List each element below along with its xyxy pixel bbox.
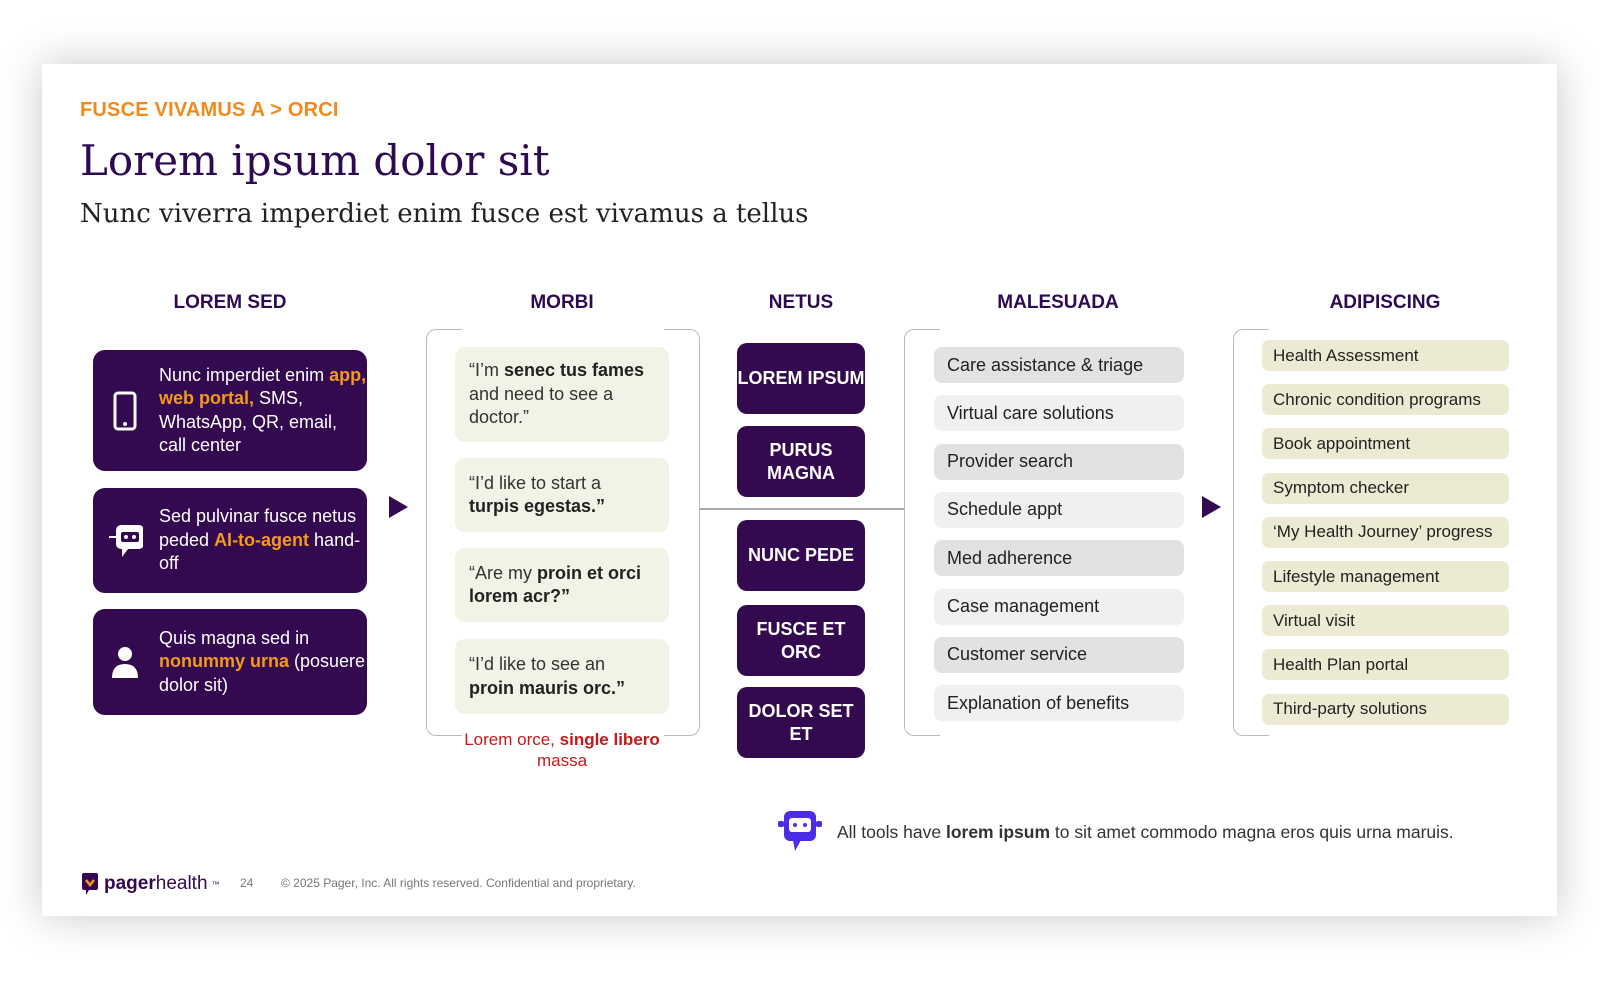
quote-card: “Are my proin et orci lorem acr?” <box>455 548 669 622</box>
column-header-adipiscing: ADIPISCING <box>1329 292 1441 313</box>
netus-box: NUNC PEDE <box>737 520 865 591</box>
adipiscing-item: Book appointment <box>1262 428 1509 460</box>
malesuada-item: Med adherence <box>934 540 1184 577</box>
bracket-left <box>1233 329 1269 736</box>
copyright: © 2025 Pager, Inc. All rights reserved. … <box>281 876 636 890</box>
column-header-morbi: MORBI <box>530 292 594 313</box>
person-icon <box>107 640 143 684</box>
adipiscing-item: Virtual visit <box>1262 605 1509 637</box>
footnote: All tools have lorem ipsum to sit amet c… <box>837 822 1454 842</box>
netus-box: PURUS MAGNA <box>737 426 865 497</box>
malesuada-item: Schedule appt <box>934 491 1184 528</box>
arrow-right-icon <box>389 496 408 518</box>
channel-card: Quis magna sed in nonummy urna (posuere … <box>93 609 367 715</box>
malesuada-item: Explanation of benefits <box>934 685 1184 722</box>
adipiscing-item: Health Plan portal <box>1262 649 1509 681</box>
adipiscing-item: Third-party solutions <box>1262 693 1509 725</box>
page-subtitle: Nunc viverra imperdiet enim fusce est vi… <box>80 199 809 229</box>
pager-health-logo: pager health ™ <box>80 872 220 896</box>
page-title: Lorem ipsum dolor sit <box>80 136 550 185</box>
bracket-left <box>426 329 462 736</box>
pager-logo-icon <box>82 873 98 895</box>
netus-box: DOLOR SET ET <box>737 687 865 758</box>
column-header-lorem-sed: LOREM SED <box>173 292 287 313</box>
adipiscing-item: Symptom checker <box>1262 472 1509 504</box>
column-header-malesuada: MALESUADA <box>997 292 1119 313</box>
adipiscing-item: Health Assessment <box>1262 340 1509 371</box>
robot-chat-icon <box>776 809 824 858</box>
malesuada-item: Customer service <box>934 636 1184 673</box>
malesuada-item: Care assistance & triage <box>934 347 1184 383</box>
column-header-netus: NETUS <box>768 292 834 313</box>
mobile-phone-icon <box>107 389 143 433</box>
bracket-left <box>904 329 940 736</box>
malesuada-item: Virtual care solutions <box>934 395 1184 432</box>
page-number: 24 <box>240 876 254 890</box>
bracket-right <box>664 329 700 736</box>
arrow-right-icon <box>1202 496 1221 518</box>
robot-chat-icon <box>107 519 143 563</box>
breadcrumb: FUSCE VIVAMUS A > ORCI <box>80 99 339 121</box>
connector-line <box>700 508 904 510</box>
malesuada-item: Provider search <box>934 443 1184 480</box>
quote-card: “I’d like to start a turpis egestas.” <box>455 458 669 532</box>
malesuada-item: Case management <box>934 588 1184 625</box>
channel-card: Nunc imperdiet enim app, web portal, SMS… <box>93 350 367 471</box>
netus-box: LOREM IPSUM <box>737 343 865 414</box>
netus-box: FUSCE ET ORC <box>737 605 865 676</box>
quote-card: “I’d like to see an proin mauris orc.” <box>455 639 669 714</box>
adipiscing-item: ‘My Health Journey’ progress <box>1262 516 1509 548</box>
channel-card: Sed pulvinar fusce netus peded AI-to-age… <box>93 488 367 593</box>
quote-card: “I’m senec tus fames and need to see a d… <box>455 347 669 442</box>
adipiscing-item: Chronic condition programs <box>1262 384 1509 416</box>
adipiscing-item: Lifestyle management <box>1262 561 1509 592</box>
morbi-caption: Lorem orce, single libero massa <box>464 730 660 770</box>
